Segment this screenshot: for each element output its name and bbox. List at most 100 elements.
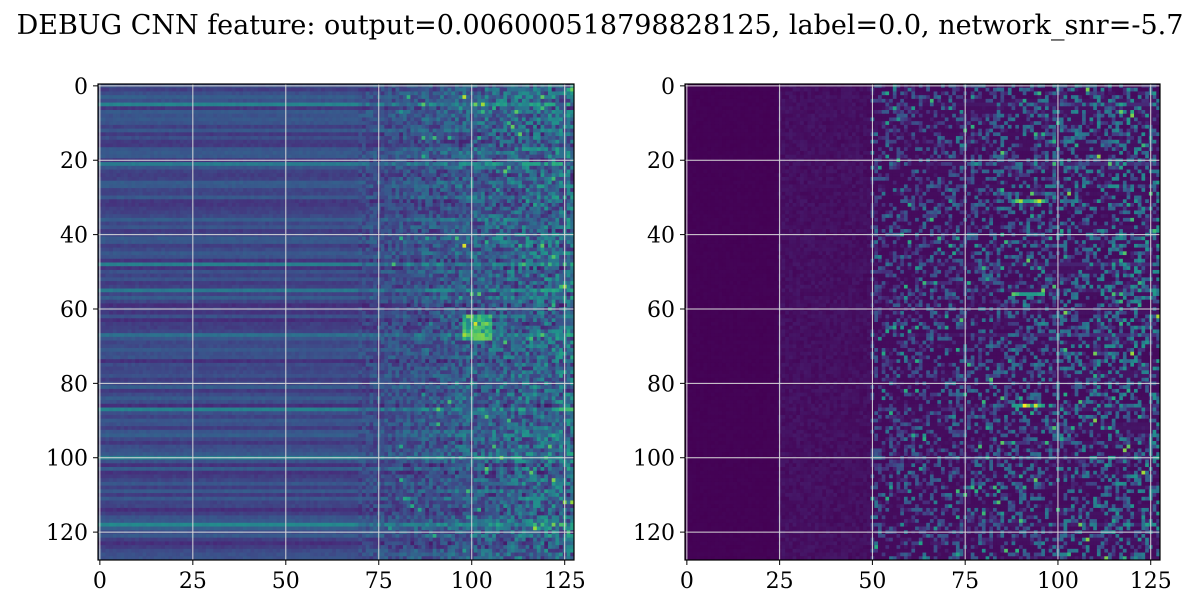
heatmap-cell xyxy=(154,91,158,95)
heatmap-cell xyxy=(254,117,258,121)
heatmap-cell xyxy=(172,162,176,166)
heatmap-cell xyxy=(451,199,455,203)
heatmap-cell xyxy=(455,129,459,133)
heatmap-cell xyxy=(262,103,266,107)
heatmap-cell xyxy=(169,218,173,222)
heatmap-cell xyxy=(184,91,188,95)
heatmap-cell xyxy=(533,132,537,136)
heatmap-cell xyxy=(466,184,470,188)
heatmap-cell xyxy=(124,203,128,207)
heatmap-cell xyxy=(310,188,314,192)
heatmap-cell xyxy=(143,88,147,92)
heatmap-cell xyxy=(496,181,500,185)
heatmap-cell xyxy=(258,125,262,129)
heatmap-cell xyxy=(299,181,303,185)
heatmap-cell xyxy=(329,121,333,125)
heatmap-cell xyxy=(429,170,433,174)
heatmap-cell xyxy=(273,162,277,166)
heatmap-cell xyxy=(429,125,433,129)
heatmap-cell xyxy=(515,110,519,114)
heatmap-cell xyxy=(202,199,206,203)
heatmap-cell xyxy=(474,214,478,218)
heatmap-cell xyxy=(507,196,511,200)
heatmap-cell xyxy=(466,188,470,192)
heatmap-cell xyxy=(306,129,310,133)
heatmap-cell xyxy=(299,147,303,151)
heatmap-cell xyxy=(262,222,266,226)
heatmap-cell xyxy=(146,121,150,125)
heatmap-cell xyxy=(172,203,176,207)
heatmap-cell xyxy=(299,99,303,103)
heatmap-cell xyxy=(206,166,210,170)
heatmap-cell xyxy=(262,196,266,200)
heatmap-cell xyxy=(109,184,113,188)
heatmap-cell xyxy=(321,181,325,185)
heatmap-cell xyxy=(362,162,366,166)
heatmap-cell xyxy=(117,218,121,222)
heatmap-cell xyxy=(221,170,225,174)
heatmap-cell xyxy=(232,210,236,214)
heatmap-cell xyxy=(529,155,533,159)
heatmap-cell xyxy=(552,222,556,226)
heatmap-cell xyxy=(239,196,243,200)
heatmap-cell xyxy=(258,99,262,103)
heatmap-cell xyxy=(462,88,466,92)
heatmap-cell xyxy=(236,196,240,200)
heatmap-cell xyxy=(369,95,373,99)
heatmap-cell xyxy=(492,132,496,136)
heatmap-cell xyxy=(388,184,392,188)
heatmap-cell xyxy=(529,218,533,222)
heatmap-cell xyxy=(444,222,448,226)
heatmap-cell xyxy=(388,199,392,203)
heatmap-cell xyxy=(436,132,440,136)
heatmap-cell xyxy=(347,184,351,188)
heatmap-cell xyxy=(265,170,269,174)
heatmap-cell xyxy=(206,184,210,188)
heatmap-cell xyxy=(440,114,444,118)
heatmap-cell xyxy=(202,188,206,192)
heatmap-cell xyxy=(239,99,243,103)
heatmap-cell xyxy=(451,151,455,155)
heatmap-cell xyxy=(306,121,310,125)
heatmap-cell xyxy=(262,117,266,121)
heatmap-cell xyxy=(102,199,106,203)
heatmap-cell xyxy=(303,170,307,174)
heatmap-cell xyxy=(410,106,414,110)
heatmap-cell xyxy=(340,196,344,200)
heatmap-cell xyxy=(277,207,281,211)
heatmap-cell xyxy=(541,91,545,95)
heatmap-cell xyxy=(332,95,336,99)
heatmap-cell xyxy=(317,210,321,214)
heatmap-cell xyxy=(317,147,321,151)
heatmap-cell xyxy=(154,173,158,177)
heatmap-cell xyxy=(477,203,481,207)
heatmap-cell xyxy=(347,192,351,196)
heatmap-cell xyxy=(459,95,463,99)
heatmap-cell xyxy=(224,95,228,99)
heatmap-cell xyxy=(202,144,206,148)
heatmap-cell xyxy=(187,162,191,166)
heatmap-cell xyxy=(552,214,556,218)
heatmap-cell xyxy=(388,214,392,218)
heatmap-cell xyxy=(529,144,533,148)
heatmap-cell xyxy=(384,121,388,125)
heatmap-cell xyxy=(459,192,463,196)
heatmap-cell xyxy=(321,103,325,107)
heatmap-cell xyxy=(407,199,411,203)
heatmap-cell xyxy=(172,132,176,136)
heatmap-cell xyxy=(254,106,258,110)
heatmap-cell xyxy=(221,207,225,211)
heatmap-cell xyxy=(265,214,269,218)
heatmap-cell xyxy=(187,166,191,170)
heatmap-cell xyxy=(496,132,500,136)
heatmap-cell xyxy=(425,129,429,133)
heatmap-cell xyxy=(329,144,333,148)
heatmap-cell xyxy=(567,170,571,174)
heatmap-cell xyxy=(102,106,106,110)
heatmap-cell xyxy=(202,181,206,185)
heatmap-cell xyxy=(414,88,418,92)
heatmap-cell xyxy=(544,203,548,207)
heatmap-cell xyxy=(262,95,266,99)
heatmap-cell xyxy=(280,147,284,151)
heatmap-cell xyxy=(232,177,236,181)
